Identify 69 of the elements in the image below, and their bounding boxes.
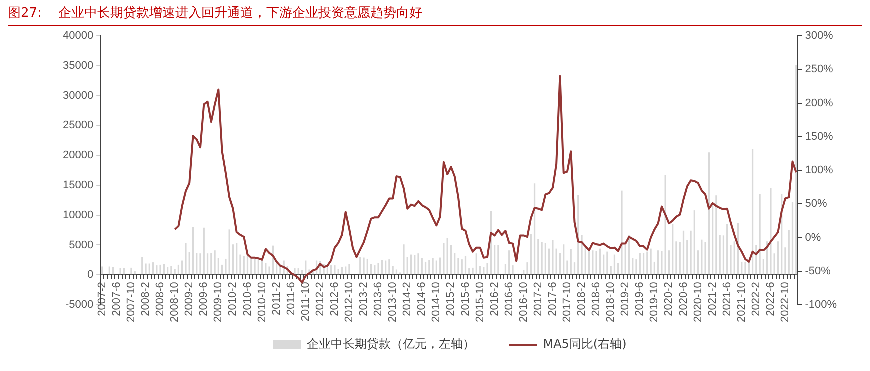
legend-label: 企业中长期贷款（亿元，左轴） [307,337,476,352]
x-tick-label: 2015-2 [445,282,458,316]
y-tick-label: 15000 [62,179,94,192]
x-tick-label: 2014-2 [402,282,414,316]
x-tick-label: 2017-6 [546,282,559,316]
y2-tick-label: 50% [805,198,828,210]
y-tick-label: 0 [87,269,94,282]
x-tick-label: 2013-6 [372,282,385,316]
x-tick-label: 2011-2 [270,282,283,316]
x-tick-label: 2010-6 [242,282,254,316]
y2-tick-label: -100% [805,299,838,312]
y2-tick-label: -50% [805,265,832,278]
x-tick-label: 2010-10 [256,282,268,322]
x-tick-label: 2019-2 [620,282,632,316]
x-tick-label: 2007-10 [126,282,138,322]
x-tick-label: 2021-6 [721,282,734,316]
x-tick-label: 2008-2 [140,282,152,316]
x-tick-label: 2009-10 [212,282,225,322]
x-tick-label: 2015-10 [474,282,486,322]
x-tick-label: 2011-10 [300,282,312,322]
y-tick-label: 30000 [62,90,94,102]
x-tick-label: 2013-10 [387,282,400,322]
y2-tick-label: 300% [805,30,834,42]
x-tick-label: 2012-2 [314,282,326,316]
x-tick-label: 2009-2 [184,282,196,316]
y2-tick-label: 0% [805,232,822,244]
chart-title: 图27: 企业中长期贷款增速进入回升通道，下游企业投资意愿趋势向好 [8,0,862,26]
x-tick-label: 2008-6 [154,282,167,316]
x-tick-label: 2013-2 [358,282,370,316]
x-tick-label: 2018-6 [590,282,603,316]
x-tick-label: 2014-6 [416,282,428,316]
x-tick-label: 2019-6 [634,282,646,316]
x-tick-label: 2021-2 [706,282,719,316]
y-tick-label: 40000 [62,30,94,42]
x-tick-label: 2008-10 [169,282,182,322]
y-tick-label: -5000 [65,299,94,312]
x-tick-label: 2019-10 [648,282,661,322]
y-tick-label: 20000 [62,150,94,162]
x-tick-label: 2016-2 [488,282,501,316]
x-tick-label: 2020-10 [692,282,704,322]
x-tick-label: 2007-6 [110,282,123,316]
x-tick-label: 2022-10 [780,282,792,322]
x-tick-label: 2009-6 [198,282,210,316]
x-tick-label: 2012-6 [328,282,341,316]
y-tick-label: 35000 [62,60,94,72]
x-tick-label: 2018-2 [576,282,588,316]
x-tick-label: 2011-6 [285,282,298,316]
x-tick-label: 2012-10 [344,282,356,322]
legend-label: MA5同比(右轴) [543,337,627,352]
y2-tick-label: 250% [805,64,834,76]
y-tick-label: 5000 [69,239,94,252]
x-tick-label: 2020-2 [663,282,676,316]
x-tick-label: 2018-10 [605,282,618,322]
y2-tick-label: 100% [805,164,834,177]
x-tick-label: 2016-10 [518,282,530,322]
y-tick-label: 10000 [62,209,94,222]
x-tick-label: 2022-2 [750,282,762,316]
x-tick-label: 2017-2 [532,282,544,316]
x-tick-label: 2010-2 [227,282,240,316]
x-tick-label: 2017-10 [562,282,574,322]
x-tick-label: 2021-10 [736,282,748,322]
y2-tick-label: 150% [805,130,834,143]
x-tick-label: 2015-6 [460,282,472,316]
x-tick-label: 2020-6 [678,282,690,316]
x-tick-label: 2014-10 [430,282,443,322]
x-tick-label: 2016-6 [503,282,516,316]
y2-tick-label: 200% [805,97,834,110]
x-tick-label: 2022-6 [764,282,777,316]
y-tick-label: 25000 [62,120,94,132]
